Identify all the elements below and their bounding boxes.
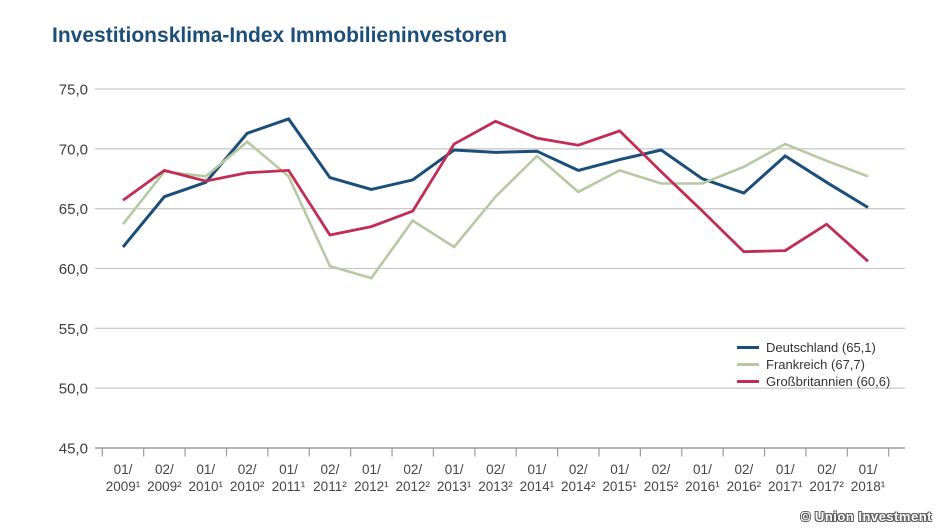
series-line-grossbritannien (122, 119, 869, 263)
legend-label-frankreich: Frankreich (67,7) (766, 357, 865, 372)
legend-swatch-frankreich (737, 363, 759, 366)
x-tick-label-line1: 02/ (155, 462, 174, 477)
x-tick-label-line1: 01/ (859, 462, 878, 477)
x-tick-label-line1: 01/ (279, 462, 298, 477)
series-line-deutschland (121, 117, 869, 248)
x-tick-label-line1: 01/ (693, 462, 712, 477)
x-tick-label-line2: 2009² (147, 479, 182, 494)
x-tick-label-line1: 02/ (734, 462, 753, 477)
x-tick-label-line1: 01/ (776, 462, 795, 477)
x-tick-label-line1: 01/ (527, 462, 546, 477)
x-tick-label-line2: 2017¹ (768, 479, 803, 494)
x-tick-label-line2: 2014² (561, 479, 596, 494)
x-tick-label-line2: 2011¹ (272, 479, 306, 494)
legend-label-deutschland: Deutschland (65,1) (766, 340, 876, 355)
y-tick-label: 60,0 (59, 261, 88, 278)
y-tick-label: 75,0 (59, 82, 88, 99)
y-tick-label: 70,0 (59, 141, 88, 158)
legend-item-grossbritannien: Großbritannien (60,6) (737, 373, 905, 390)
x-tick-label-line2: 2016¹ (685, 479, 720, 494)
x-axis-labels: 01/2009¹ 02/2009² 01/2010¹ 02/2010² 01/2011¹… (106, 462, 886, 494)
x-tick-label-line1: 02/ (817, 462, 836, 477)
x-tick-label-line2: 2010² (230, 479, 265, 494)
legend-swatch-deutschland (737, 346, 759, 349)
y-axis-labels: 75,0 70,0 65,0 60,0 55,0 50,0 45,0 (59, 82, 88, 458)
x-tick-label-line1: 01/ (610, 462, 629, 477)
x-axis-ticks (101, 448, 890, 457)
x-tick-label-line2: 2018¹ (851, 479, 886, 494)
y-tick-label: 50,0 (59, 381, 88, 398)
x-tick-label-line2: 2012¹ (354, 479, 389, 494)
x-tick-label-line1: 02/ (321, 462, 340, 477)
gridlines (95, 88, 905, 449)
chart-legend: Deutschland (65,1) Frankreich (67,7) Gro… (737, 339, 905, 390)
x-tick-label-line2: 2016² (727, 479, 762, 494)
x-tick-label-line1: 02/ (486, 462, 505, 477)
x-tick-label-line2: 2015¹ (602, 479, 637, 494)
y-tick-label: 55,0 (59, 321, 88, 338)
y-tick-label: 45,0 (59, 441, 88, 458)
x-tick-label-line1: 01/ (114, 462, 133, 477)
chart-title: Investitionsklima-Index Immobilieninvest… (52, 24, 508, 47)
x-tick-label-line2: 2015² (644, 479, 679, 494)
legend-item-deutschland: Deutschland (65,1) (737, 339, 905, 356)
x-tick-label-line2: 2012² (395, 479, 430, 494)
union-investment-watermark: © Union Investment (800, 509, 932, 524)
legend-swatch-grossbritannien (737, 380, 759, 383)
x-tick-label-line2: 2010¹ (189, 479, 224, 494)
x-tick-label-line2: 2011² (313, 479, 347, 494)
legend-label-grossbritannien: Großbritannien (60,6) (766, 374, 891, 389)
series-line-frankreich (121, 140, 869, 280)
x-tick-label-line2: 2014¹ (520, 479, 555, 494)
x-tick-label-line1: 02/ (569, 462, 588, 477)
y-tick-label: 65,0 (59, 201, 88, 218)
x-tick-label-line2: 2013¹ (437, 479, 472, 494)
legend-item-frankreich: Frankreich (67,7) (737, 356, 905, 373)
x-tick-label-line2: 2009¹ (106, 479, 141, 494)
x-tick-label-line1: 02/ (652, 462, 671, 477)
x-tick-label-line1: 01/ (362, 462, 381, 477)
x-tick-label-line1: 01/ (196, 462, 215, 477)
x-tick-label-line1: 02/ (403, 462, 422, 477)
x-tick-label-line1: 01/ (445, 462, 464, 477)
x-tick-label-line2: 2013² (478, 479, 513, 494)
x-tick-label-line2: 2017² (809, 479, 844, 494)
x-tick-label-line1: 02/ (238, 462, 257, 477)
